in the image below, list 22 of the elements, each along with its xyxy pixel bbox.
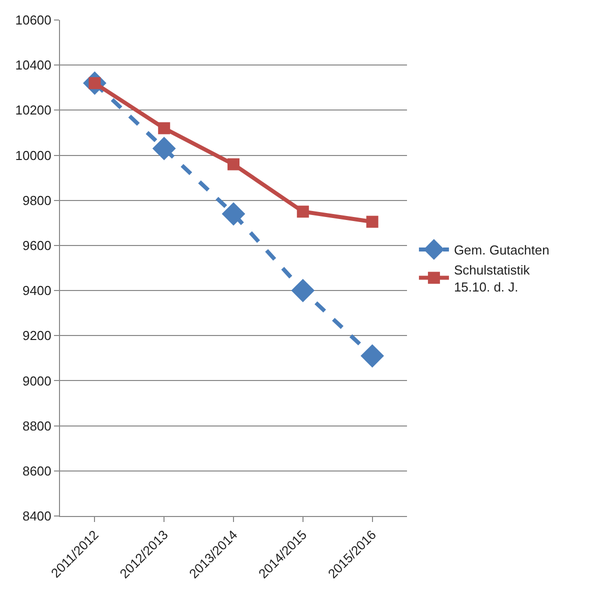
- y-tick-label: 9800: [22, 192, 52, 208]
- point: [152, 136, 176, 160]
- point: [228, 158, 240, 170]
- point: [222, 202, 246, 226]
- y-tick-label: 10400: [15, 58, 52, 73]
- y-tick-label: 10000: [15, 148, 52, 163]
- y-tick-label: 9200: [22, 328, 52, 344]
- point: [360, 344, 384, 368]
- y-tick-label: 10600: [15, 12, 52, 28]
- y-tick-label: 8800: [22, 418, 52, 434]
- y-tick-label: 9400: [22, 283, 52, 298]
- y-tick-label: 10200: [15, 102, 52, 118]
- point: [366, 216, 378, 228]
- y-tick-label: 9000: [22, 373, 52, 388]
- y-tick-label: 8400: [22, 508, 52, 524]
- y-tick-label: 9600: [22, 238, 52, 253]
- y-tick-label: 8600: [22, 463, 52, 478]
- legend-label: Schulstatistik 15.10. d. J.: [454, 262, 530, 294]
- point: [296, 206, 309, 218]
- point: [158, 122, 170, 134]
- point: [291, 278, 315, 302]
- legend-label: Gem. Gutachten: [454, 242, 550, 258]
